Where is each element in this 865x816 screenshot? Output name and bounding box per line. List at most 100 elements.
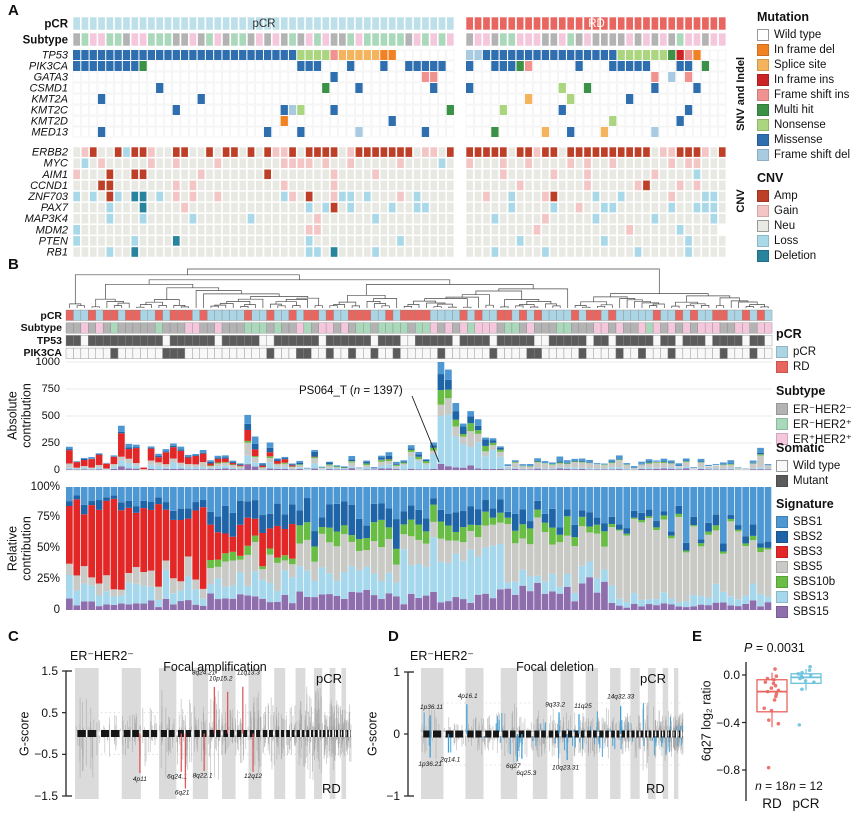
legend-item-label: Wild type: [793, 459, 841, 472]
data-point: [766, 765, 771, 770]
data-point: [803, 679, 808, 683]
track-label-tp53: TP53: [36, 335, 62, 347]
legend-item: In frame del: [757, 42, 850, 57]
gene-label: MDM2: [36, 224, 68, 236]
legend-item-label: SBS1: [793, 515, 823, 528]
gene-label: CCND1: [30, 180, 68, 192]
legend-swatch: [776, 575, 788, 588]
legend-item-label: ER⁻HER2⁻: [793, 403, 852, 416]
legend-item-label: SBS2: [793, 530, 823, 543]
gene-label: MED13: [31, 127, 69, 139]
gscore-ytick: −1: [386, 789, 400, 803]
legend-item: In frame ins: [757, 72, 850, 87]
panel-c-corner-rd: RD: [322, 781, 341, 796]
peak-label: 12q12: [244, 773, 262, 780]
legend-swatch: [776, 474, 788, 487]
gene-label: MAP3K4: [25, 213, 68, 225]
relative-ytick: 50%: [36, 542, 60, 554]
legend-swatch: [757, 58, 769, 71]
legend-item: Deletion: [757, 248, 816, 263]
legend-item-label: SBS3: [793, 545, 823, 558]
somatic-legend: Somatic Wild type Mutant: [776, 441, 840, 488]
mutation-legend: Mutation Wild type In frame del Splice sit…: [757, 10, 850, 162]
boxplot-ytick: 0.0: [723, 668, 740, 682]
pcr-legend-title: pCR: [776, 327, 802, 341]
legend-item: SBS5: [776, 559, 835, 574]
panelE-boxplot: [742, 662, 822, 801]
data-point: [796, 672, 801, 676]
legend-item-label: Frame shift del: [774, 148, 851, 161]
legend-item-label: RD: [793, 360, 810, 373]
legend-item-label: SBS10b: [793, 575, 836, 588]
track-label-subtype: Subtype: [20, 322, 62, 334]
legend-item: SBS15: [776, 604, 835, 619]
gscore-ytick: 1: [393, 665, 400, 679]
legend-swatch: [776, 560, 788, 573]
group-header-pcr: pCR: [252, 18, 276, 30]
gene-label: PTEN: [39, 235, 68, 247]
peak-label: 6q27: [506, 763, 521, 770]
peak-label: 14q32.33: [607, 694, 634, 701]
data-point: [808, 673, 813, 677]
legend-item-label: Missense: [774, 133, 823, 146]
panel-d-corner-pcr: pCR: [640, 671, 667, 686]
data-point: [765, 676, 770, 681]
data-point: [774, 694, 778, 699]
legend-item-label: Multi hit: [774, 103, 814, 116]
data-point: [800, 670, 804, 675]
legend-item-label: ER⁻HER2⁺: [793, 418, 852, 431]
panel-c-title: Focal amplification: [163, 660, 267, 674]
panelB: [65, 268, 773, 610]
gene-label: KMT2C: [31, 105, 68, 117]
legend-swatch: [776, 605, 788, 618]
peak-label: 2q14.1: [439, 756, 460, 763]
data-point: [797, 723, 802, 727]
panel-a-label: A: [8, 2, 19, 19]
legend-swatch: [776, 530, 788, 543]
legend-item: Wild type: [776, 458, 840, 473]
peak-label: 8q24.21: [192, 669, 216, 676]
legend-item-label: In frame ins: [774, 73, 835, 86]
legend-item-label: Splice site: [774, 58, 827, 71]
legend-item-label: Loss: [774, 234, 799, 247]
gene-label: CSMD1: [29, 83, 68, 95]
legend-item: ER⁻HER2⁺: [776, 416, 852, 431]
p-value: P = 0.0031: [744, 641, 805, 655]
group-header-rd: RD: [588, 18, 605, 30]
boxplot-ytick: −0.4: [716, 715, 740, 730]
svg-text:Subtype: Subtype: [23, 35, 68, 47]
legend-swatch: [757, 234, 769, 247]
legend-swatch: [776, 432, 788, 445]
legend-swatch: [757, 118, 769, 131]
data-point: [774, 674, 779, 678]
legend-swatch: [757, 73, 769, 86]
data-point: [772, 698, 777, 702]
panel-e-label: E: [692, 628, 703, 645]
absolute-ytick: 250: [41, 436, 60, 449]
legend-item-label: Frame shift ins: [774, 88, 850, 101]
peak-label: 4p11: [133, 776, 147, 783]
legend-swatch: [757, 103, 769, 116]
subtype-legend: Subtype ER⁻HER2⁻ ER⁻HER2⁺ ER⁺HER2⁺: [776, 384, 852, 446]
absolute-ytick: 0: [53, 463, 60, 476]
peak-label: 6q21: [175, 789, 190, 796]
legend-swatch: [757, 148, 769, 161]
gene-label: ERBB2: [32, 147, 68, 159]
somatic-legend-title: Somatic: [776, 441, 825, 455]
panelA-oncoprint: pCR Subtype TP53PIK3CAGATA3CSMD1KMT2AKMT2C…: [23, 16, 727, 259]
sample-annotation: PS064_T (n = 1397): [299, 385, 403, 397]
legend-swatch: [776, 590, 788, 603]
relative-ytick: 0: [53, 603, 60, 616]
gscore-ytick: −0.5: [34, 747, 58, 762]
x-axis-group-label: pCR: [792, 796, 820, 811]
data-point: [765, 689, 770, 694]
gene-label: PIK3CA: [29, 61, 68, 73]
relative-ytick: 25%: [36, 572, 60, 585]
legend-swatch: [776, 417, 788, 430]
track-label-pcr: pCR: [40, 310, 62, 322]
data-point: [767, 718, 771, 722]
legend-swatch: [757, 43, 769, 56]
peak-label: 11q13.3: [237, 669, 260, 676]
annotation-post: = 1397): [360, 385, 403, 397]
